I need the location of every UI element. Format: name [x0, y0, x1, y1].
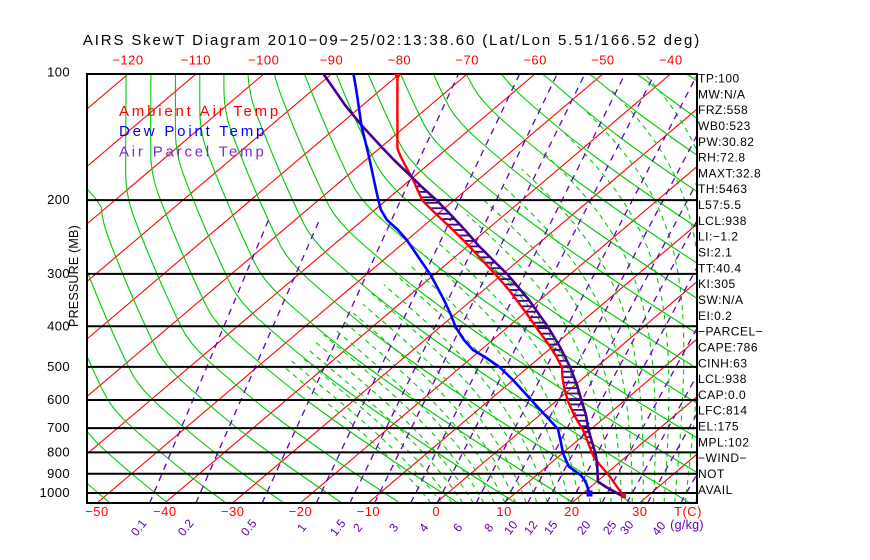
svg-text:TP:100: TP:100 — [698, 72, 740, 86]
svg-text:1000: 1000 — [39, 485, 70, 500]
svg-text:CINH:63: CINH:63 — [698, 356, 748, 370]
svg-text:0: 0 — [432, 504, 440, 519]
svg-text:WB0:523: WB0:523 — [698, 119, 751, 133]
svg-text:−20: −20 — [289, 504, 313, 519]
svg-text:Air Parcel Temp: Air Parcel Temp — [119, 144, 267, 161]
svg-text:300: 300 — [47, 266, 70, 281]
svg-text:TT:40.4: TT:40.4 — [698, 261, 742, 275]
svg-text:Dew Point Temp: Dew Point Temp — [119, 123, 267, 140]
svg-text:−100: −100 — [248, 53, 279, 68]
svg-text:10: 10 — [501, 518, 521, 538]
svg-text:20: 20 — [574, 518, 594, 538]
svg-text:SI:2.1: SI:2.1 — [698, 246, 732, 260]
svg-text:12: 12 — [521, 518, 541, 538]
svg-text:CAP:0.0: CAP:0.0 — [698, 388, 746, 402]
svg-text:20: 20 — [564, 504, 579, 519]
svg-text:25: 25 — [600, 518, 620, 538]
svg-text:LFC:814: LFC:814 — [698, 404, 748, 418]
svg-text:−40: −40 — [153, 504, 177, 519]
svg-text:30: 30 — [632, 504, 647, 519]
svg-text:100: 100 — [47, 65, 70, 80]
svg-text:MAXT:32.8: MAXT:32.8 — [698, 166, 761, 180]
svg-text:Ambient Air Temp: Ambient Air Temp — [119, 103, 281, 120]
svg-text:800: 800 — [47, 444, 70, 459]
svg-text:−110: −110 — [181, 53, 211, 68]
svg-text:KI:305: KI:305 — [698, 277, 736, 291]
svg-text:CAPE:786: CAPE:786 — [698, 340, 758, 354]
svg-text:AVAIL: AVAIL — [698, 483, 733, 497]
svg-text:NOT: NOT — [698, 467, 725, 481]
svg-text:30: 30 — [617, 518, 637, 538]
svg-text:400: 400 — [47, 318, 70, 333]
svg-text:−WIND−: −WIND− — [698, 451, 747, 465]
svg-text:TH:5463: TH:5463 — [698, 182, 748, 196]
svg-text:15: 15 — [541, 518, 561, 538]
svg-text:FRZ:558: FRZ:558 — [698, 103, 748, 117]
svg-text:LCL:938: LCL:938 — [698, 214, 747, 228]
svg-text:PRESSURE (MB): PRESSURE (MB) — [67, 225, 81, 327]
svg-text:SW:N/A: SW:N/A — [698, 293, 743, 307]
svg-text:L57:5.5: L57:5.5 — [698, 198, 742, 212]
svg-text:10: 10 — [496, 504, 511, 519]
svg-text:EL:175: EL:175 — [698, 420, 739, 434]
svg-text:−60: −60 — [523, 53, 547, 68]
svg-text:700: 700 — [47, 420, 70, 435]
svg-text:−70: −70 — [455, 53, 479, 68]
svg-text:LCL:938: LCL:938 — [698, 372, 747, 386]
svg-text:−80: −80 — [388, 53, 412, 68]
svg-text:−10: −10 — [357, 504, 381, 519]
svg-text:−30: −30 — [221, 504, 245, 519]
svg-text:600: 600 — [47, 392, 70, 407]
svg-text:−120: −120 — [112, 53, 143, 68]
svg-text:RH:72.8: RH:72.8 — [698, 151, 746, 165]
svg-text:200: 200 — [47, 192, 70, 207]
svg-text:−50: −50 — [591, 53, 615, 68]
svg-text:AIRS SkewT Diagram 2010−09−25/: AIRS SkewT Diagram 2010−09−25/02:13:38.6… — [83, 32, 701, 49]
svg-text:−40: −40 — [659, 53, 683, 68]
svg-text:900: 900 — [47, 466, 70, 481]
svg-text:−PARCEL−: −PARCEL− — [698, 325, 763, 339]
svg-text:(g/kg): (g/kg) — [670, 518, 704, 532]
svg-text:MPL:102: MPL:102 — [698, 435, 750, 449]
svg-text:500: 500 — [47, 359, 70, 374]
svg-text:PW:30.82: PW:30.82 — [698, 135, 754, 149]
svg-text:40: 40 — [649, 519, 669, 539]
svg-text:−50: −50 — [85, 504, 109, 519]
svg-text:−90: −90 — [320, 53, 344, 68]
svg-text:EI:0.2: EI:0.2 — [698, 309, 732, 323]
svg-text:LI:−1.2: LI:−1.2 — [698, 230, 739, 244]
svg-text:T(C): T(C) — [674, 504, 702, 519]
svg-text:MW:N/A: MW:N/A — [698, 87, 745, 101]
